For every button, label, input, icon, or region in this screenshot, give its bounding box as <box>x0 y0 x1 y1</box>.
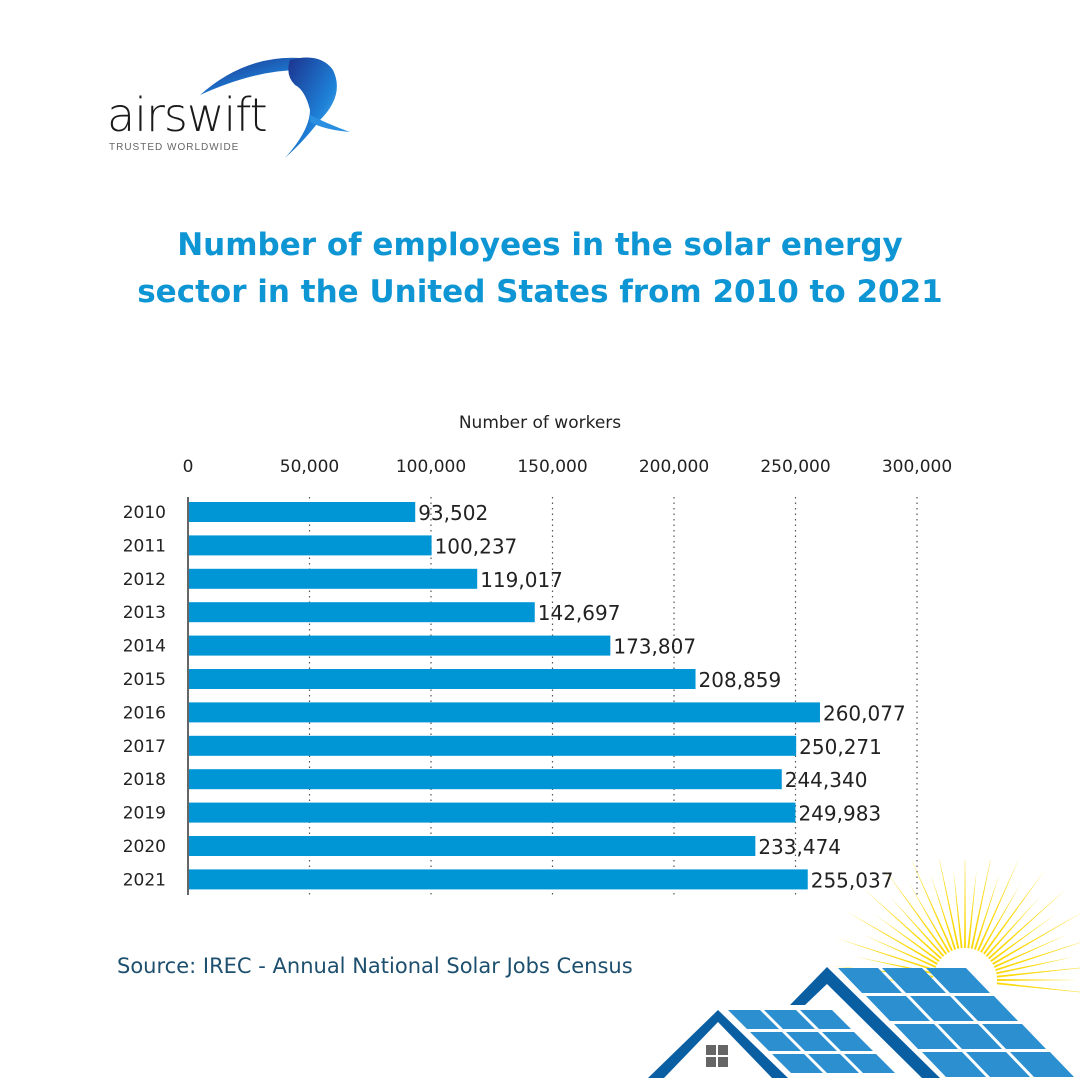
data-label: 119,017 <box>480 568 563 592</box>
x-axis-title: Number of workers <box>459 413 621 433</box>
data-label: 233,474 <box>758 835 841 859</box>
x-tick-label: 0 <box>183 457 194 477</box>
logo-wordmark: airswift <box>107 88 268 142</box>
bar-2010 <box>189 502 416 522</box>
page-title: Number of employees in the solar energy … <box>0 222 1080 316</box>
data-label: 173,807 <box>613 635 696 659</box>
data-label: 255,037 <box>811 868 894 892</box>
data-label: 208,859 <box>699 668 782 692</box>
y-tick-label: 2019 <box>123 804 166 824</box>
solar-house-illustration <box>648 860 1080 1078</box>
bar-2020 <box>189 836 756 856</box>
x-tick-label: 300,000 <box>882 457 952 477</box>
sun-icon <box>828 860 1080 1010</box>
y-tick-label: 2010 <box>123 503 166 523</box>
bar-2011 <box>189 535 432 556</box>
y-tick-label: 2020 <box>123 837 166 857</box>
y-tick-label: 2015 <box>123 670 166 690</box>
bar-2012 <box>189 568 478 589</box>
bar-2016 <box>189 702 820 723</box>
data-label: 249,983 <box>798 802 881 826</box>
x-tick-label: 250,000 <box>760 457 830 477</box>
logo-tagline: TRUSTED WORLDWIDE <box>109 142 240 153</box>
airswift-logo: airswift TRUSTED WORLDWIDE <box>105 50 365 165</box>
data-label: 250,271 <box>799 735 882 759</box>
data-label: 260,077 <box>823 701 906 725</box>
x-tick-label: 100,000 <box>396 457 466 477</box>
swift-bird-icon <box>200 57 350 158</box>
source-note: Source: IREC - Annual National Solar Job… <box>117 954 633 978</box>
data-label: 142,697 <box>538 601 621 625</box>
bar-2014 <box>189 635 611 656</box>
bar-2018 <box>189 769 782 790</box>
x-tick-label: 200,000 <box>639 457 709 477</box>
y-tick-label: 2021 <box>123 870 166 890</box>
bar-2013 <box>189 602 535 623</box>
data-label: 244,340 <box>785 768 868 792</box>
data-label: 100,237 <box>435 534 518 558</box>
x-tick-label: 150,000 <box>517 457 587 477</box>
bar-2015 <box>189 669 696 689</box>
x-tick-label: 50,000 <box>280 457 339 477</box>
y-tick-label: 2016 <box>123 703 166 723</box>
bar-2021 <box>189 869 808 890</box>
title-line-1: Number of employees in the solar energy <box>177 227 903 263</box>
window-icon <box>706 1045 728 1067</box>
bar-2017 <box>189 735 797 756</box>
y-tick-label: 2014 <box>123 637 166 657</box>
y-tick-label: 2011 <box>123 536 166 556</box>
y-tick-label: 2017 <box>123 737 166 757</box>
y-tick-label: 2013 <box>123 603 166 623</box>
y-tick-label: 2012 <box>123 570 166 590</box>
bar-2019 <box>189 802 796 823</box>
data-label: 93,502 <box>418 501 488 525</box>
title-line-2: sector in the United States from 2010 to… <box>137 274 943 310</box>
house-roof-icon <box>648 967 1074 1078</box>
y-tick-label: 2018 <box>123 770 166 790</box>
